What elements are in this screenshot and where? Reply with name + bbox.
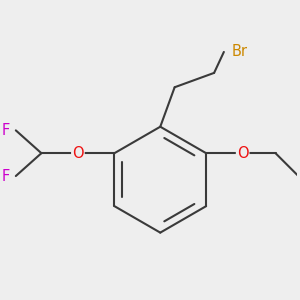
Text: F: F [2,123,10,138]
Text: F: F [2,169,10,184]
Text: O: O [237,146,248,161]
Text: O: O [72,146,84,161]
Text: Br: Br [231,44,247,59]
